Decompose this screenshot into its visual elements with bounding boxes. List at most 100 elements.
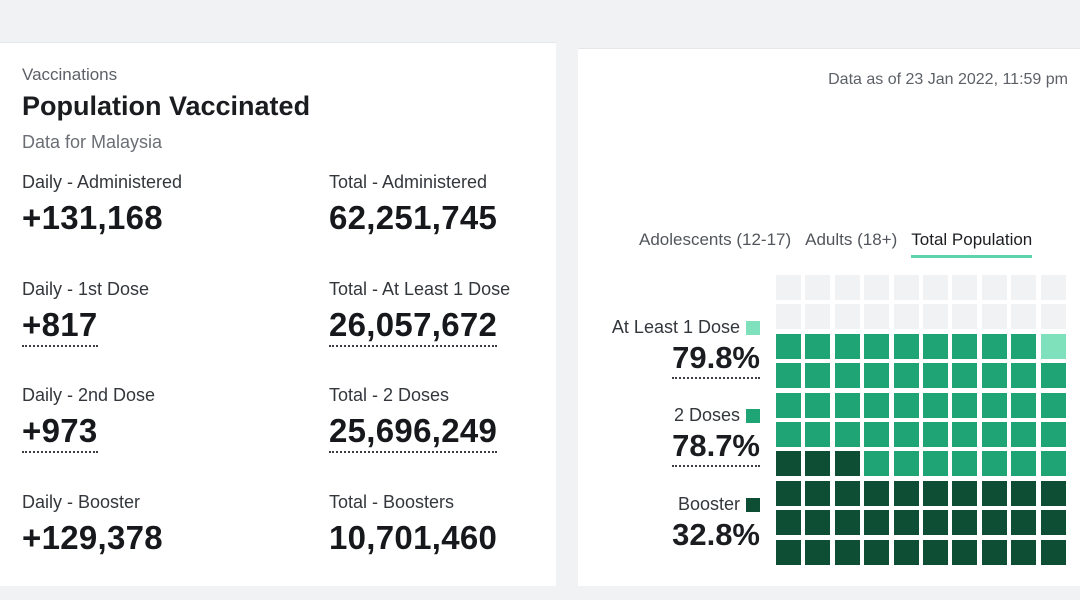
waffle-cell-2-doses bbox=[1040, 363, 1066, 389]
legend-booster: Booster 32.8% bbox=[672, 494, 760, 553]
waffle-cell-2-doses bbox=[776, 333, 801, 359]
legend-at-least-1-dose: At Least 1 Dose 79.8% bbox=[612, 317, 760, 379]
waffle-cell-booster bbox=[923, 510, 948, 536]
stat-value: 10,701,460 bbox=[329, 519, 498, 556]
legend-value[interactable]: 78.7% bbox=[672, 428, 760, 467]
waffle-cell-2-doses bbox=[864, 333, 890, 359]
waffle-cell-unvaccinated bbox=[981, 275, 1007, 300]
waffle-cell-booster bbox=[834, 510, 860, 536]
stat-total-2-doses: Total - 2 Doses 25,696,249 bbox=[329, 385, 498, 453]
data-timestamp: Data as of 23 Jan 2022, 11:59 pm bbox=[828, 71, 1068, 88]
waffle-cell-unvaccinated bbox=[1011, 275, 1037, 300]
waffle-cell-booster bbox=[923, 539, 948, 565]
legend-label: 2 Doses bbox=[673, 405, 740, 425]
waffle-chart bbox=[776, 275, 1069, 565]
stat-value[interactable]: 25,696,249 bbox=[329, 412, 498, 453]
stat-label: Daily - Booster bbox=[22, 492, 141, 512]
stat-value[interactable]: 26,057,672 bbox=[329, 306, 498, 347]
waffle-cell-2-doses bbox=[893, 363, 919, 389]
waffle-cell-unvaccinated bbox=[893, 275, 919, 300]
waffle-cell-2-doses bbox=[1040, 451, 1066, 477]
waffle-cell-2-doses bbox=[776, 392, 801, 418]
stat-value[interactable]: +973 bbox=[22, 412, 98, 453]
waffle-cell-2-doses bbox=[805, 333, 831, 359]
waffle-cell-2-doses bbox=[952, 422, 978, 447]
legend-value[interactable]: 79.8% bbox=[672, 340, 760, 379]
stat-label: Total - 2 Doses bbox=[329, 385, 450, 405]
waffle-cell-unvaccinated bbox=[952, 275, 978, 300]
legend-swatch bbox=[746, 497, 760, 512]
tab-adolescents[interactable]: Adolescents (12-17) bbox=[639, 230, 792, 249]
waffle-cell-2-doses bbox=[834, 363, 860, 389]
stat-value: +129,378 bbox=[22, 519, 163, 556]
waffle-cell-2-doses bbox=[981, 422, 1007, 447]
stat-value: +131,168 bbox=[22, 199, 163, 236]
waffle-cell-booster bbox=[864, 539, 890, 565]
waffle-cell-unvaccinated bbox=[981, 304, 1007, 330]
waffle-cell-unvaccinated bbox=[952, 304, 978, 330]
stat-label: Total - Boosters bbox=[329, 492, 455, 512]
waffle-cell-2-doses bbox=[923, 363, 948, 389]
waffle-cell-2-doses bbox=[923, 451, 948, 477]
waffle-cell-2-doses bbox=[923, 333, 948, 359]
stat-total-at-least-1-dose: Total - At Least 1 Dose 26,057,672 bbox=[329, 279, 510, 347]
vaccinations-panel: Vaccinations Population Vaccinated Data … bbox=[0, 42, 556, 586]
waffle-cell-2-doses bbox=[834, 333, 860, 359]
waffle-cell-booster bbox=[1040, 510, 1066, 536]
stat-label: Total - At Least 1 Dose bbox=[329, 279, 511, 299]
waffle-cell-booster bbox=[834, 480, 860, 506]
waffle-cell-unvaccinated bbox=[776, 304, 801, 330]
waffle-cell-2-doses bbox=[1011, 363, 1037, 389]
page-title: Population Vaccinated bbox=[22, 91, 311, 121]
waffle-cell-2-doses bbox=[864, 392, 890, 418]
waffle-cell-booster bbox=[776, 510, 801, 536]
page-subtitle: Data for Malaysia bbox=[22, 132, 163, 152]
waffle-cell-booster bbox=[893, 480, 919, 506]
waffle-cell-2-doses bbox=[981, 392, 1007, 418]
waffle-cell-booster bbox=[981, 480, 1007, 506]
waffle-cell-2-doses bbox=[923, 422, 948, 447]
vaccination-waffle-panel: Data as of 23 Jan 2022, 11:59 pm Adolesc… bbox=[578, 48, 1080, 586]
waffle-cell-unvaccinated bbox=[1040, 275, 1066, 300]
waffle-cell-booster bbox=[952, 510, 978, 536]
waffle-cell-2-doses bbox=[864, 451, 890, 477]
stat-label: Daily - 2nd Dose bbox=[22, 385, 156, 405]
waffle-cell-2-doses bbox=[893, 422, 919, 447]
waffle-cell-2-doses bbox=[952, 392, 978, 418]
tab-total-population[interactable]: Total Population bbox=[911, 230, 1033, 258]
waffle-cell-unvaccinated bbox=[864, 304, 890, 330]
stat-value[interactable]: +817 bbox=[22, 306, 98, 347]
waffle-cell-unvaccinated bbox=[834, 304, 860, 330]
stat-label: Total - Administered bbox=[329, 172, 488, 192]
waffle-cell-2-doses bbox=[805, 363, 831, 389]
waffle-cell-booster bbox=[952, 539, 978, 565]
waffle-cell-unvaccinated bbox=[805, 304, 831, 330]
waffle-cell-booster bbox=[834, 539, 860, 565]
stat-label: Daily - Administered bbox=[22, 172, 183, 192]
waffle-cell-booster bbox=[805, 480, 831, 506]
legend-value: 32.8% bbox=[672, 517, 760, 552]
stat-total-boosters: Total - Boosters 10,701,460 bbox=[329, 492, 497, 557]
waffle-cell-2-doses bbox=[805, 422, 831, 447]
waffle-cell-booster bbox=[1040, 539, 1066, 565]
legend-label: Booster bbox=[677, 494, 740, 514]
population-tabs: Adolescents (12-17) Adults (18+) Total P… bbox=[639, 230, 1033, 258]
waffle-cell-unvaccinated bbox=[834, 275, 860, 300]
waffle-cell-2-doses bbox=[952, 333, 978, 359]
waffle-cell-2-doses bbox=[1040, 392, 1066, 418]
waffle-cell-booster bbox=[864, 480, 890, 506]
waffle-cell-2-doses bbox=[893, 333, 919, 359]
stat-label: Daily - 1st Dose bbox=[22, 279, 150, 299]
waffle-cell-unvaccinated bbox=[923, 275, 948, 300]
waffle-cell-2-doses bbox=[981, 333, 1007, 359]
waffle-cell-unvaccinated bbox=[776, 275, 801, 300]
waffle-cell-2-doses bbox=[1011, 451, 1037, 477]
waffle-cell-booster bbox=[776, 539, 801, 565]
waffle-cell-2-doses bbox=[923, 392, 948, 418]
waffle-cell-unvaccinated bbox=[923, 304, 948, 330]
tab-adults[interactable]: Adults (18+) bbox=[805, 230, 898, 249]
waffle-cell-2-doses bbox=[981, 451, 1007, 477]
waffle-cell-booster bbox=[1040, 480, 1066, 506]
waffle-cell-booster bbox=[1011, 510, 1037, 536]
waffle-cell-2-doses bbox=[776, 363, 801, 389]
